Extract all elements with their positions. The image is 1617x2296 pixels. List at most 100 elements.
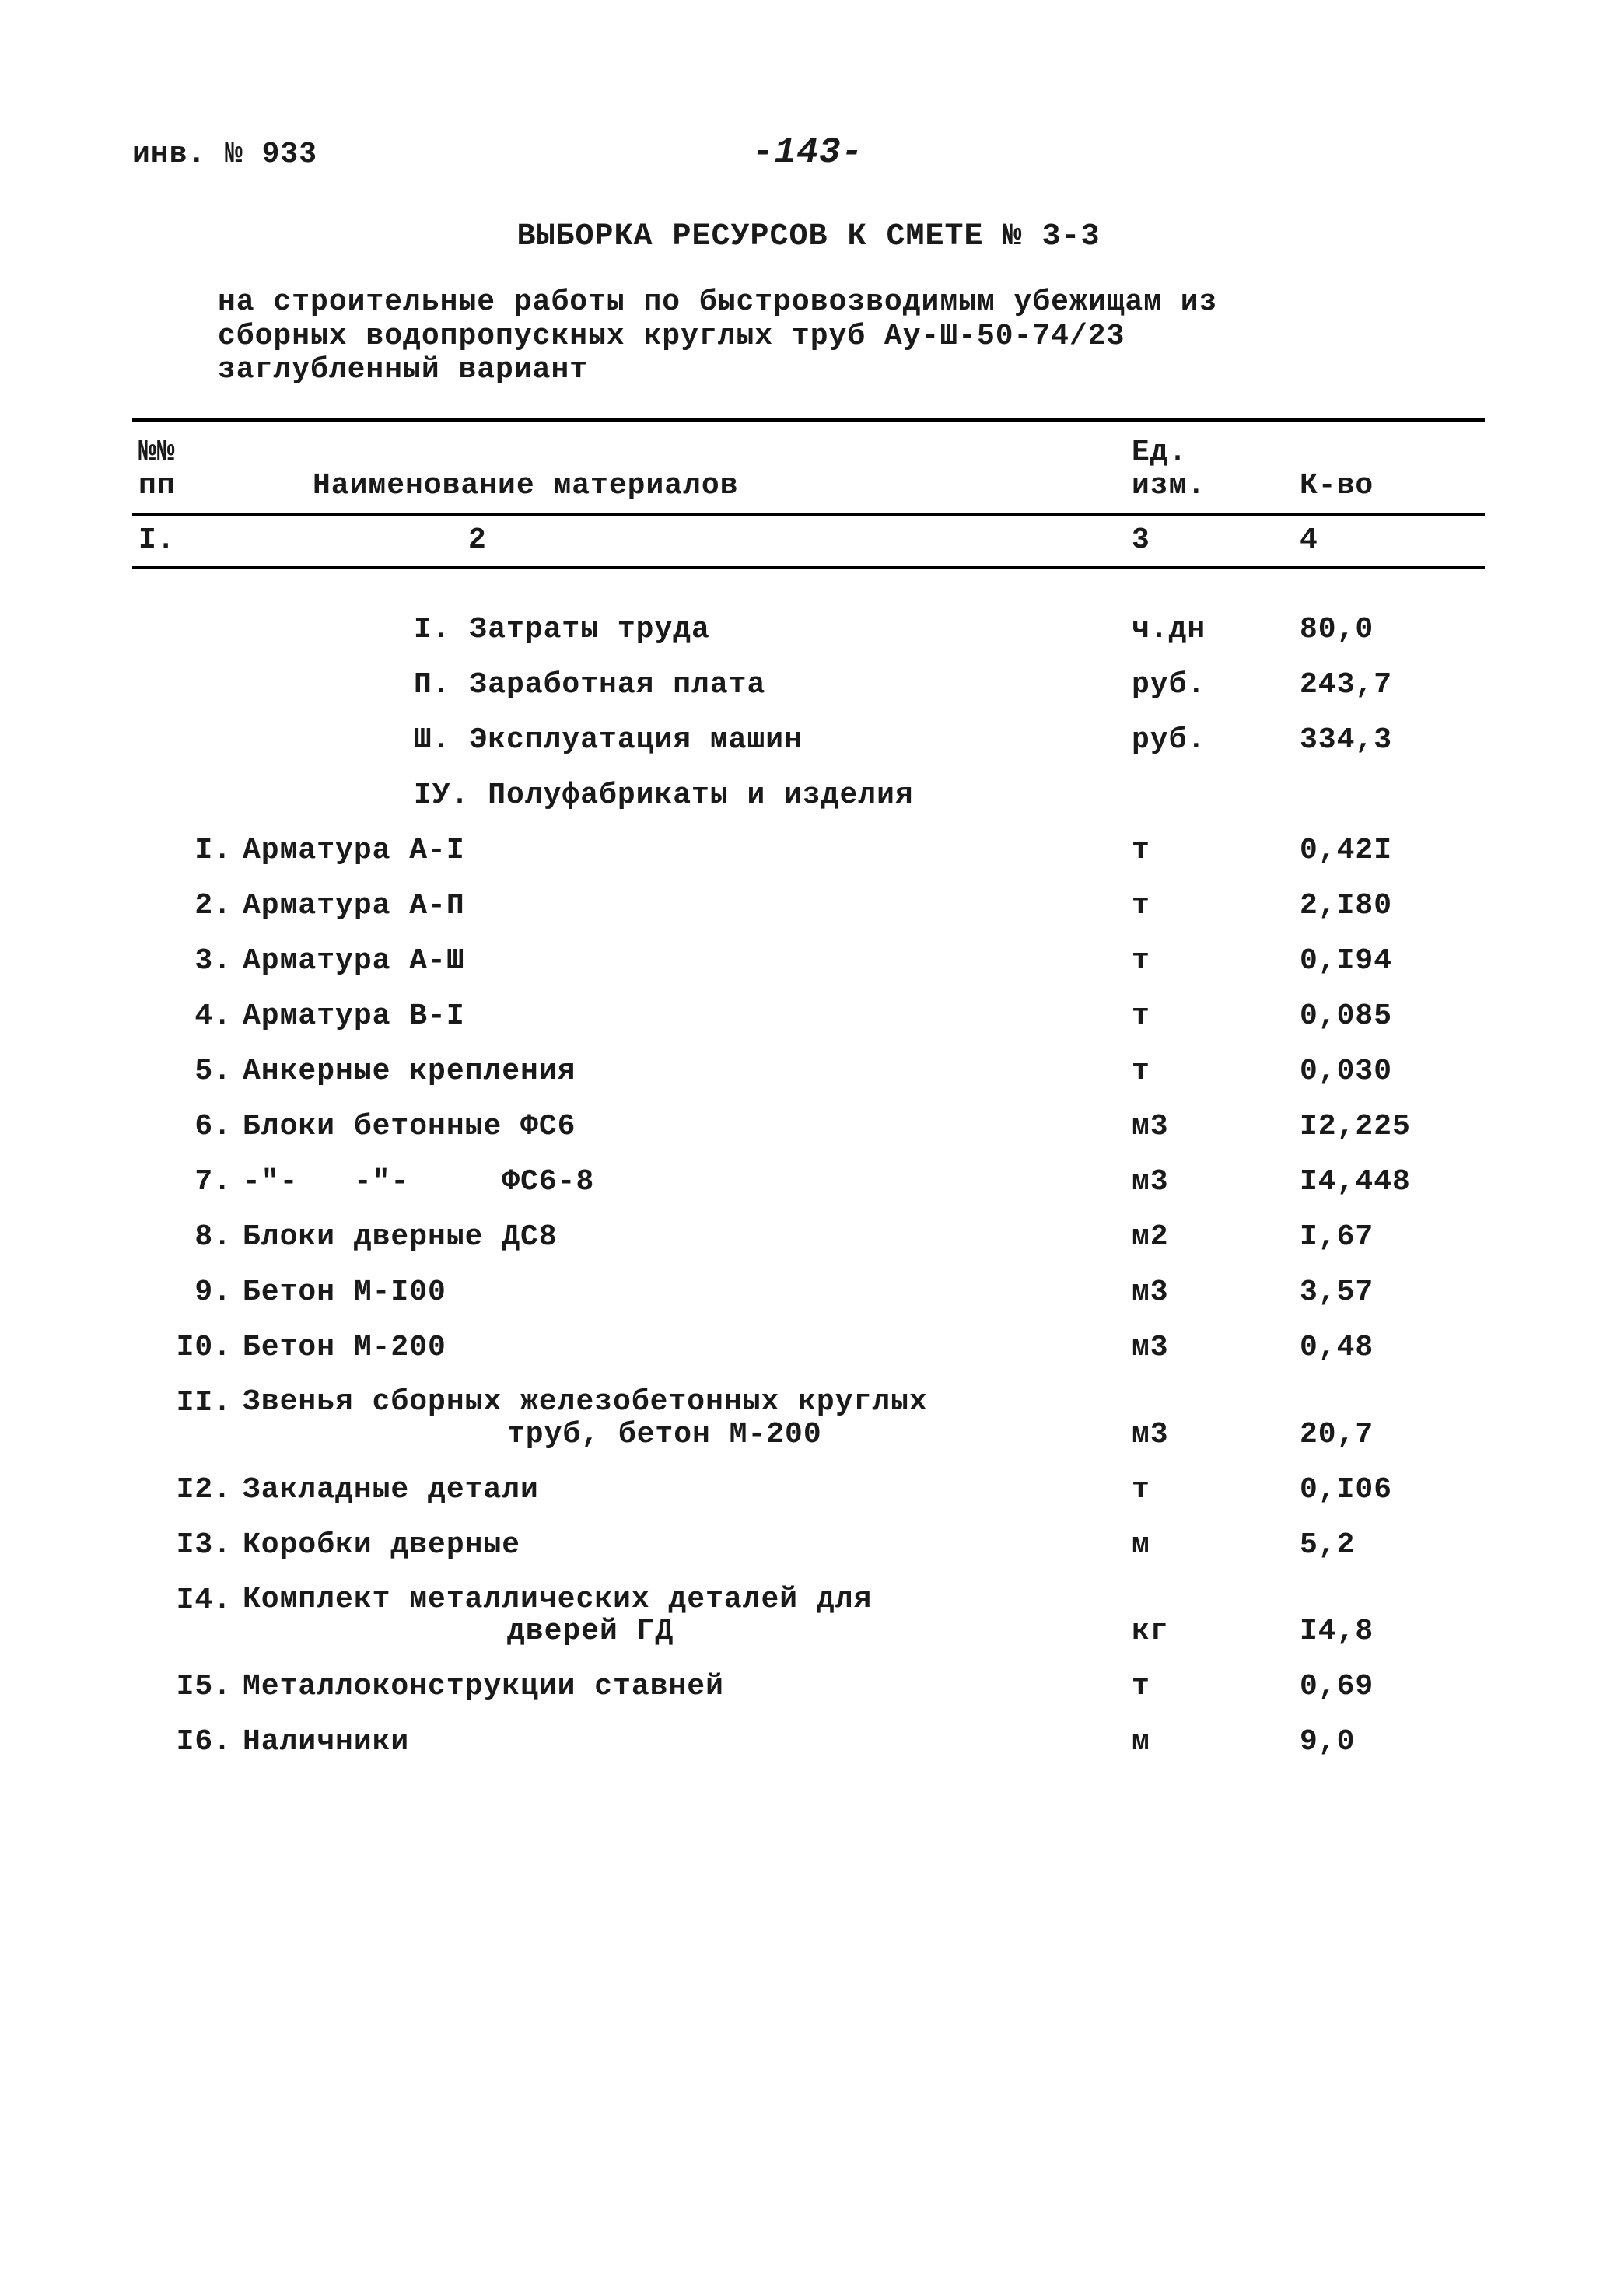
cell-qty: 80,0 [1293,602,1485,657]
cell-qty: 334,3 [1293,712,1485,768]
cell-name: Наличники [243,1714,1125,1769]
cell-name: Бетон М-200 [243,1320,1125,1375]
cell-qty: 5,2 [1293,1517,1485,1573]
cell-qty: 0,42I [1293,823,1485,878]
cell-num: I3. [132,1517,243,1573]
cell-qty: I4,8 [1293,1573,1485,1660]
cell-qty: 20,7 [1293,1375,1485,1462]
table-row: I.Арматура А-Iт0,42I [132,823,1485,878]
cell-unit: м3 [1125,1154,1293,1209]
cell-name: Комплект металлических деталей длядверей… [243,1573,1125,1660]
cell-unit: т [1125,989,1293,1044]
cell-num: 3. [132,933,243,989]
cell-unit [1125,768,1293,823]
cell-num: I. [132,823,243,878]
cell-name: Арматура В-I [243,989,1125,1044]
cell-name: Арматура А-I [243,823,1125,878]
cell-unit: м [1125,1714,1293,1769]
table-row: 7.-"- -"- ФС6-8м3I4,448 [132,1154,1485,1209]
table-row: 5.Анкерные крепленият0,030 [132,1044,1485,1099]
cell-unit: м3 [1125,1375,1293,1462]
cell-name: I. Затраты труда [243,602,1125,657]
cell-qty: 0,I94 [1293,933,1485,989]
table-header-row: №№ пп Наименование материалов Ед. изм. К… [132,420,1485,515]
cell-unit: ч.дн [1125,602,1293,657]
cell-unit: руб. [1125,712,1293,768]
table-row: 4.Арматура В-Iт0,085 [132,989,1485,1044]
cell-unit: м3 [1125,1099,1293,1154]
cell-name: Блоки бетонные ФС6 [243,1099,1125,1154]
cell-qty: 2,I80 [1293,878,1485,933]
cell-name: Анкерные крепления [243,1044,1125,1099]
cell-name: Звенья сборных железобетонных круглыхтру… [243,1375,1125,1462]
table-row: II.Звенья сборных железобетонных круглых… [132,1375,1485,1462]
materials-table: №№ пп Наименование материалов Ед. изм. К… [132,418,1485,1769]
cell-num [132,602,243,657]
cell-num: 2. [132,878,243,933]
cell-qty: I4,448 [1293,1154,1485,1209]
cell-num: 8. [132,1209,243,1265]
cell-name: П. Заработная плата [243,657,1125,712]
cell-unit: кг [1125,1573,1293,1660]
cell-name: Блоки дверные ДС8 [243,1209,1125,1265]
cell-name: Бетон М-I00 [243,1265,1125,1320]
cell-name: Ш. Эксплуатация машин [243,712,1125,768]
cell-name: IУ. Полуфабрикаты и изделия [243,768,1125,823]
cell-name: Металлоконструкции ставней [243,1659,1125,1714]
table-row: I0.Бетон М-200м30,48 [132,1320,1485,1375]
cell-num: 4. [132,989,243,1044]
cell-num [132,657,243,712]
cell-unit: м2 [1125,1209,1293,1265]
cell-num: 6. [132,1099,243,1154]
cell-num: I6. [132,1714,243,1769]
cell-name: Арматура А-П [243,878,1125,933]
cell-qty: 3,57 [1293,1265,1485,1320]
inventory-number: инв. № 933 [132,138,317,171]
table-row: 8.Блоки дверные ДС8м2I,67 [132,1209,1485,1265]
colnum: 4 [1293,515,1485,569]
cell-num: I0. [132,1320,243,1375]
cell-qty: 0,69 [1293,1659,1485,1714]
table-row: 9.Бетон М-I00м33,57 [132,1265,1485,1320]
cell-qty: 0,I06 [1293,1462,1485,1517]
cell-qty: 0,085 [1293,989,1485,1044]
cell-qty: I2,225 [1293,1099,1485,1154]
table-row: I2.Закладные деталит0,I06 [132,1462,1485,1517]
subtitle-line: сборных водопропускных круглых труб Ау-Ш… [218,320,1125,353]
colnum: 3 [1125,515,1293,569]
cell-num: II. [132,1375,243,1462]
cell-name: Закладные детали [243,1462,1125,1517]
table-row: 2.Арматура А-Пт2,I80 [132,878,1485,933]
cell-num: I4. [132,1573,243,1660]
colnum: I. [132,515,243,569]
cell-unit: т [1125,1659,1293,1714]
cell-unit: т [1125,933,1293,989]
document-title: ВЫБОРКА РЕСУРСОВ К СМЕТЕ № 3-3 [132,219,1485,254]
page-number: -143- [752,132,863,173]
section-row: Ш. Эксплуатация машинруб.334,3 [132,712,1485,768]
cell-num: I5. [132,1659,243,1714]
cell-unit: т [1125,823,1293,878]
cell-unit: м3 [1125,1265,1293,1320]
table-row: I4.Комплект металлических деталей длядве… [132,1573,1485,1660]
table-row: 6.Блоки бетонные ФС6м3I2,225 [132,1099,1485,1154]
section-row: П. Заработная платаруб.243,7 [132,657,1485,712]
colnum: 2 [243,515,1125,569]
cell-name: Арматура А-Ш [243,933,1125,989]
cell-qty: 0,48 [1293,1320,1485,1375]
cell-num [132,712,243,768]
table-row: 3.Арматура А-Шт0,I94 [132,933,1485,989]
cell-num [132,768,243,823]
cell-name: -"- -"- ФС6-8 [243,1154,1125,1209]
cell-unit: т [1125,878,1293,933]
cell-unit: т [1125,1462,1293,1517]
table-row: I6.Наличниким9,0 [132,1714,1485,1769]
table-row: I3.Коробки дверныем5,2 [132,1517,1485,1573]
header-name: Наименование материалов [243,420,1125,515]
cell-unit: м3 [1125,1320,1293,1375]
table-row: I5.Металлоконструкции ставнейт0,69 [132,1659,1485,1714]
cell-num: 7. [132,1154,243,1209]
document-subtitle: на строительные работы по быстровозводим… [218,285,1454,387]
header-qty: К-во [1293,420,1485,515]
subtitle-line: заглубленный вариант [218,353,588,387]
